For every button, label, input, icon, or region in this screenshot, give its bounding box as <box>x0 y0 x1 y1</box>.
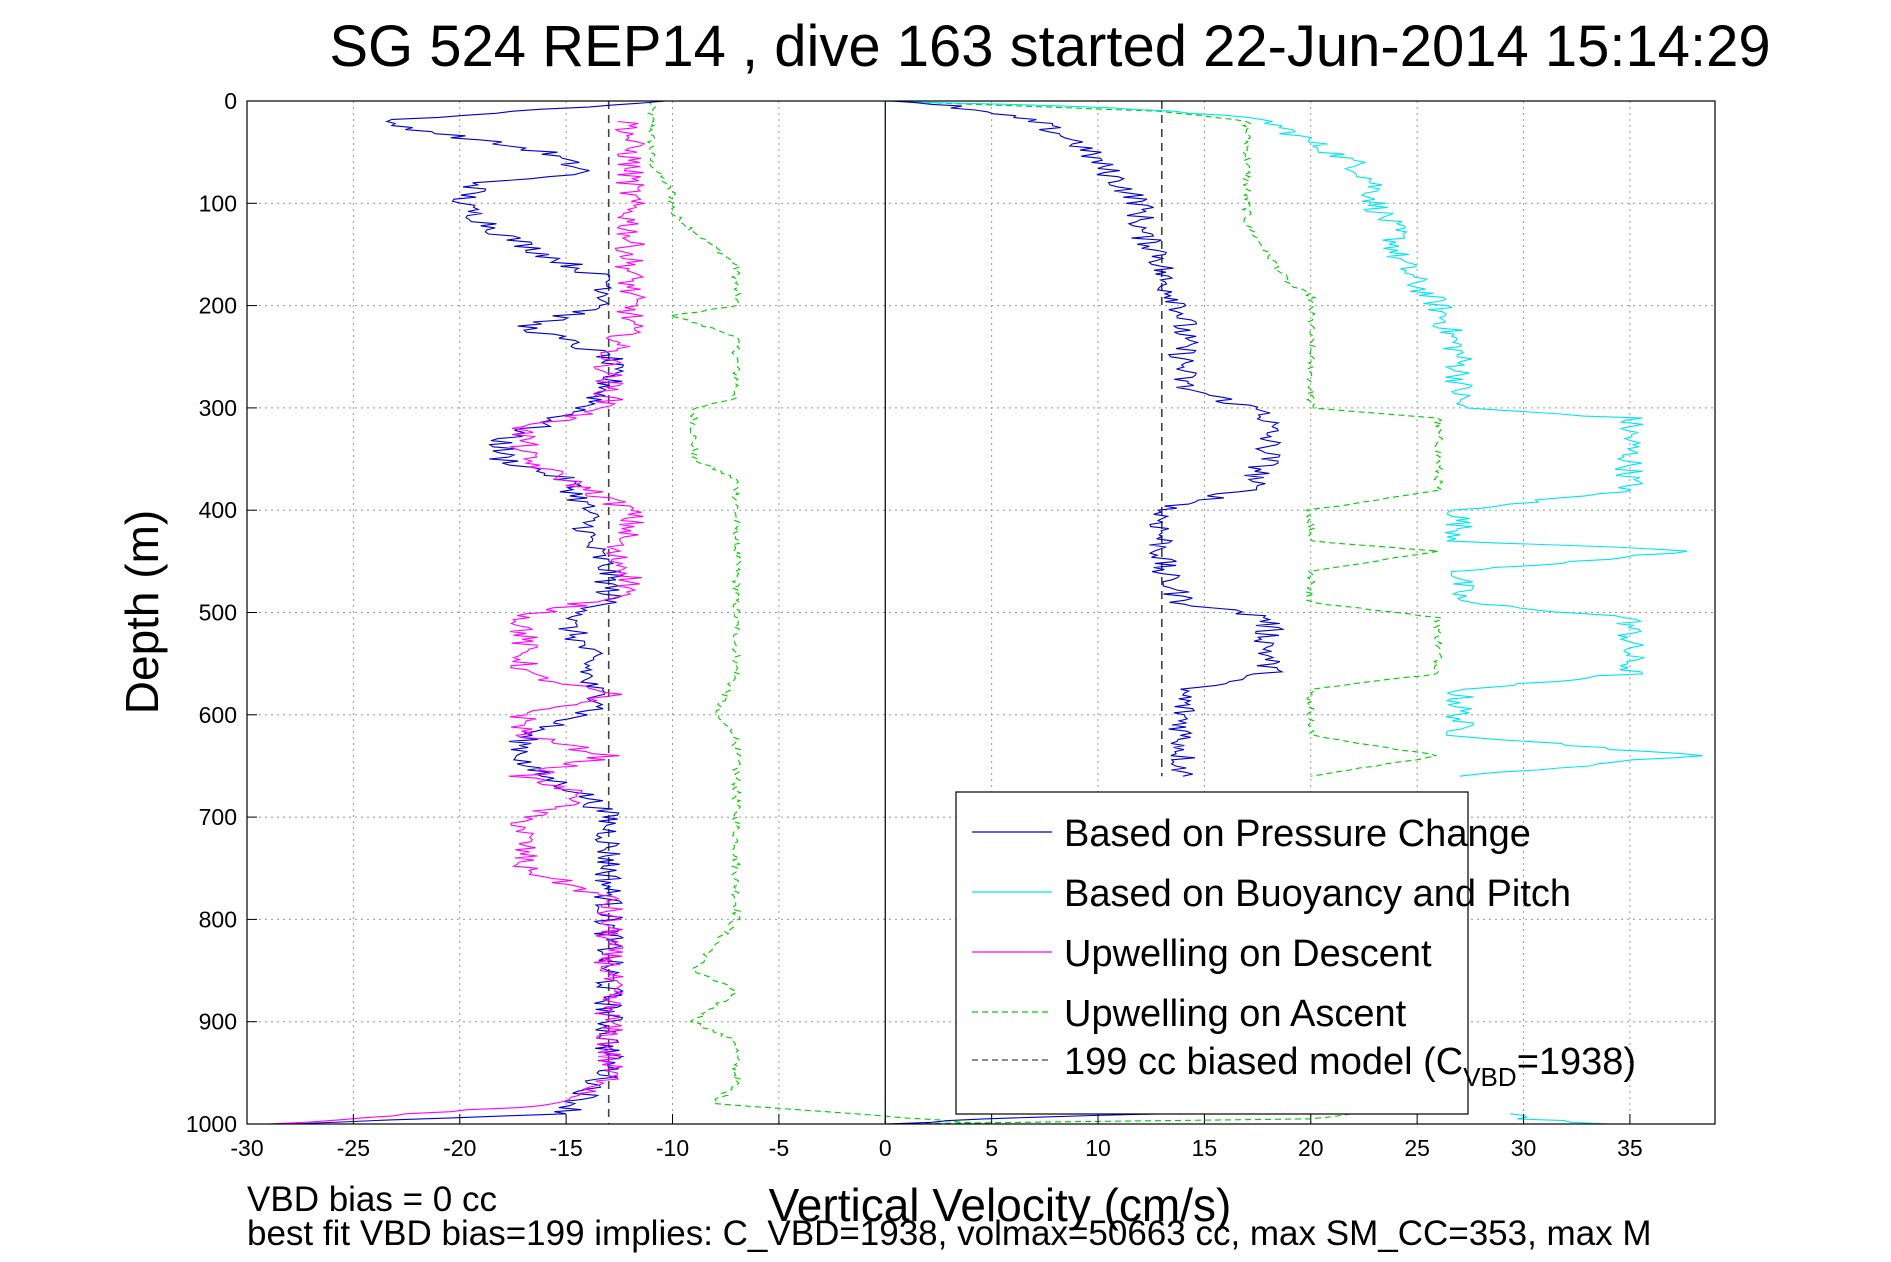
y-tick-label-10: 1000 <box>186 1111 237 1137</box>
x-tick-label-9: 15 <box>1192 1135 1218 1161</box>
y-tick-label-0: 0 <box>224 88 237 114</box>
series-ascent-segment-1 <box>886 100 1444 777</box>
series-buoyancy-segment-0 <box>883 100 1703 777</box>
x-tick-label-4: -10 <box>656 1135 689 1161</box>
footer-annotation-bias: VBD bias = 0 cc <box>247 1180 497 1219</box>
y-tick-label-9: 900 <box>199 1009 237 1035</box>
series-descent-segment-0 <box>268 120 647 1125</box>
y-tick-label-7: 700 <box>199 804 237 830</box>
y-tick-label-6: 600 <box>199 702 237 728</box>
series-pressure-segment-0 <box>289 100 666 1125</box>
y-tick-label-8: 800 <box>199 906 237 932</box>
x-tick-label-8: 10 <box>1085 1135 1111 1161</box>
x-tick-label-5: -5 <box>769 1135 789 1161</box>
x-tick-label-13: 35 <box>1617 1135 1643 1161</box>
series-buoyancy-segment-1 <box>1509 1113 1609 1125</box>
x-tick-label-2: -20 <box>443 1135 476 1161</box>
x-tick-label-3: -15 <box>550 1135 583 1161</box>
x-tick-label-0: -30 <box>230 1135 263 1161</box>
y-axis-label: Depth (m) <box>116 510 168 714</box>
series-ascent-segment-0 <box>646 100 992 1125</box>
series-ascent-segment-2 <box>885 1113 1351 1125</box>
x-tick-label-12: 30 <box>1511 1135 1537 1161</box>
y-tick-label-5: 500 <box>199 600 237 626</box>
series-pressure-segment-2 <box>885 1113 1163 1125</box>
x-tick-label-11: 25 <box>1404 1135 1430 1161</box>
legend: Based on Pressure Change Based on Buoyan… <box>955 791 1636 1115</box>
y-tick-label-2: 200 <box>199 293 237 319</box>
x-tick-label-7: 5 <box>985 1135 998 1161</box>
ticks: -30 -25 -20 -15 -10 -5 0 5 10 15 20 25 30 35 0 100 200 30… <box>186 88 1643 1161</box>
x-tick-label-6: 0 <box>879 1135 892 1161</box>
y-tick-label-4: 400 <box>199 497 237 523</box>
legend-label-ascent: Upwelling on Ascent <box>1064 993 1407 1035</box>
y-tick-label-1: 100 <box>199 190 237 216</box>
chart-title: SG 524 REP14 , dive 163 started 22-Jun-2… <box>329 14 1770 79</box>
legend-box <box>955 791 1469 1115</box>
plot-frame <box>246 100 1716 1125</box>
series-pressure-segment-1 <box>892 100 1285 777</box>
x-tick-label-1: -25 <box>337 1135 370 1161</box>
y-tick-label-3: 300 <box>199 395 237 421</box>
legend-label-model: 199 cc biased model (CVBD=1938) <box>1064 1041 1636 1092</box>
series-layer <box>268 100 1703 1125</box>
x-tick-label-10: 20 <box>1298 1135 1324 1161</box>
legend-label-descent: Upwelling on Descent <box>1064 933 1432 975</box>
legend-label-buoyancy: Based on Buoyancy and Pitch <box>1064 873 1571 915</box>
x-axis-label: Vertical Velocity (cm/s) <box>769 1179 1232 1231</box>
footer-annotation-bestfit: best fit VBD bias=199 implies: C_VBD=193… <box>247 1214 1652 1253</box>
legend-label-pressure: Based on Pressure Change <box>1064 813 1531 855</box>
